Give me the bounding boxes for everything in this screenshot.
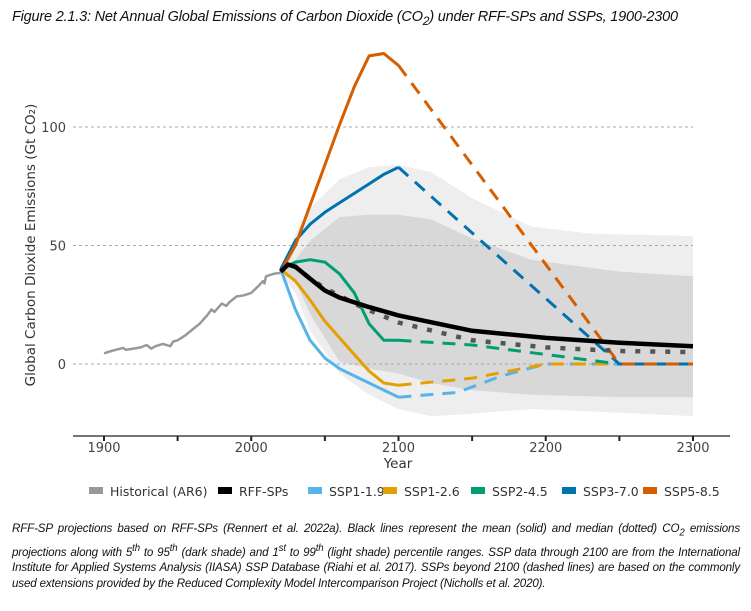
series-line-ssp1-1-9 xyxy=(279,268,400,399)
title-text: Figure 2.1.3: Net Annual Global Emission… xyxy=(12,9,423,25)
y-axis-label: Global Carbon Dioxide Emissions (Gt CO₂) xyxy=(23,104,39,387)
title-subscript: 2 xyxy=(422,13,430,28)
gridlines xyxy=(73,126,693,365)
legend-swatch xyxy=(471,487,485,494)
caption-text: RFF-SP projections based on RFF-SPs (Ren… xyxy=(12,522,680,535)
x-tick-label: 2100 xyxy=(382,441,415,456)
series-line-ssp2-4-5 xyxy=(280,258,399,342)
legend-label: Historical (AR6) xyxy=(110,484,207,499)
legend-swatch xyxy=(308,487,322,494)
caption-sup: th xyxy=(315,542,324,554)
legend-swatch xyxy=(383,487,397,494)
legend-label: SSP1-2.6 xyxy=(404,484,460,499)
series-extension-ssp5-8-5 xyxy=(397,64,693,366)
figure-title: Figure 2.1.3: Net Annual Global Emission… xyxy=(12,9,678,28)
legend-swatch xyxy=(218,487,232,494)
axes: 0 50 100 1900 2000 2100 2200 2300 xyxy=(41,121,730,456)
percentile-bands xyxy=(280,164,693,417)
series-line-historical-ar6- xyxy=(103,271,281,355)
x-tick-label: 2200 xyxy=(529,441,562,456)
legend-label: SSP5-8.5 xyxy=(664,484,720,499)
series-line-ssp5-8-5 xyxy=(279,52,400,273)
title-text-end: ) under RFF-SPs and SSPs, 1900-2300 xyxy=(429,9,678,25)
y-tick-label: 100 xyxy=(41,121,66,136)
caption-sup: th xyxy=(169,542,178,554)
caption-sup: th xyxy=(132,542,140,554)
series-line-rff-sps-mean xyxy=(279,262,694,349)
x-tick-label: 2000 xyxy=(235,441,268,456)
caption-text: (light shade) percentile ranges. SSP dat… xyxy=(12,545,740,590)
figure-caption: RFF-SP projections based on RFF-SPs (Ren… xyxy=(12,521,740,592)
y-tick-label: 50 xyxy=(49,240,66,255)
caption-text: to 99 xyxy=(285,545,316,559)
x-tick-label: 1900 xyxy=(87,441,120,456)
legend-label: SSP2-4.5 xyxy=(492,484,548,499)
caption-text: emissions projections along with 5 xyxy=(12,522,741,559)
x-tick-label: 2300 xyxy=(676,441,709,456)
caption-text: (dark shade) and 1 xyxy=(177,545,279,559)
legend-swatch xyxy=(562,487,576,494)
x-axis-label: Year xyxy=(383,456,413,472)
legend-label: SSP1-1.9 xyxy=(329,484,385,499)
caption-sup: st xyxy=(278,542,286,554)
legend-swatch xyxy=(89,487,103,494)
legend-label: RFF-SPs xyxy=(239,484,288,499)
series-line-ssp1-2-6 xyxy=(279,268,399,387)
caption-sub: 2 xyxy=(679,527,685,539)
series-lines xyxy=(103,52,694,399)
y-tick-label: 0 xyxy=(58,358,66,373)
band-5th-95th-percentile xyxy=(280,214,693,398)
legend: Historical (AR6) RFF-SPs SSP1-1.9 SSP1-2.6 S… xyxy=(89,484,720,499)
caption-text: to 95 xyxy=(139,545,170,559)
series-extension-ssp3-7-0 xyxy=(397,166,693,366)
legend-swatch xyxy=(643,487,657,494)
legend-label: SSP3-7.0 xyxy=(583,484,639,499)
